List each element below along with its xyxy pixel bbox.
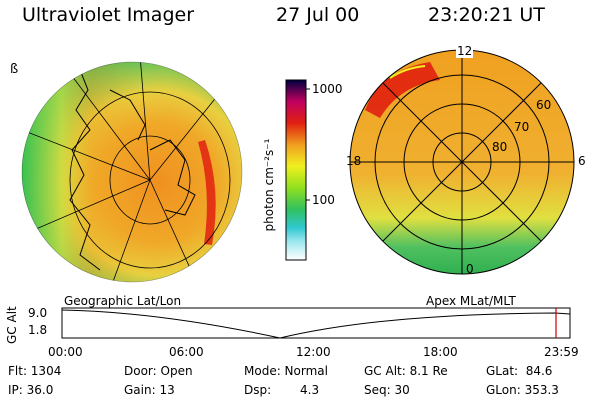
stat-dsp-value: 4.3 <box>300 383 320 397</box>
stat-glon: GLon: 353.3 <box>486 383 559 397</box>
mlt-label-0: 0 <box>466 262 474 276</box>
globe-scale-glyph: ß <box>10 62 19 77</box>
colorbar-label: photon cm⁻²s⁻¹ <box>262 138 276 232</box>
stat-glat: GLat: 84.6 <box>486 364 553 378</box>
timeline-ymin: 1.8 <box>28 323 48 337</box>
altitude-curve <box>61 309 571 339</box>
mlt-label-6: 6 <box>578 154 586 168</box>
geographic-panel-label: Geographic Lat/Lon <box>64 294 182 308</box>
time-tick-2359: 23:59 <box>544 345 579 359</box>
stat-mode: Mode: Normal <box>244 364 328 378</box>
apex-polar-plot <box>349 49 575 275</box>
time-tick-1800: 18:00 <box>423 345 458 359</box>
time-label: 23:20:21 UT <box>428 4 545 26</box>
timeline-ymax: 9.0 <box>28 306 48 320</box>
geographic-globe <box>21 61 243 283</box>
mlt-label-18: 18 <box>346 154 362 168</box>
colorbar-tick-100: 100 <box>312 193 335 207</box>
mlat-label-70: 70 <box>514 120 530 134</box>
stat-ip: IP: 36.0 <box>8 383 54 397</box>
aurora-red-arc-polar <box>365 62 440 118</box>
stat-dsp-label: Dsp: <box>244 383 272 397</box>
time-tick-1200: 12:00 <box>296 345 331 359</box>
timeline-frame <box>61 307 571 339</box>
stat-seq: Seq: 30 <box>364 383 410 397</box>
altitude-timeline <box>61 307 571 339</box>
time-tick-0000: 00:00 <box>48 345 83 359</box>
stat-door: Door: Open <box>124 364 193 378</box>
mlat-label-80: 80 <box>492 140 508 154</box>
time-tick-0600: 06:00 <box>169 345 204 359</box>
stat-flt: Flt: 1304 <box>8 364 62 378</box>
stat-gain: Gain: 13 <box>124 383 175 397</box>
imagery-panels <box>21 49 575 283</box>
instrument-title: Ultraviolet Imager <box>22 4 195 26</box>
timeline-ylabel: GC Alt <box>5 306 19 344</box>
colorbar-tick-1000: 1000 <box>312 82 343 96</box>
aurora-red-arc <box>198 140 216 245</box>
mlat-label-60: 60 <box>536 98 552 112</box>
apex-panel-label: Apex MLat/MLT <box>426 294 516 308</box>
stat-gc-alt: GC Alt: 8.1 Re <box>364 364 448 378</box>
date-label: 27 Jul 00 <box>276 4 360 26</box>
mlt-label-12: 12 <box>456 44 474 58</box>
colorbar <box>285 79 310 261</box>
